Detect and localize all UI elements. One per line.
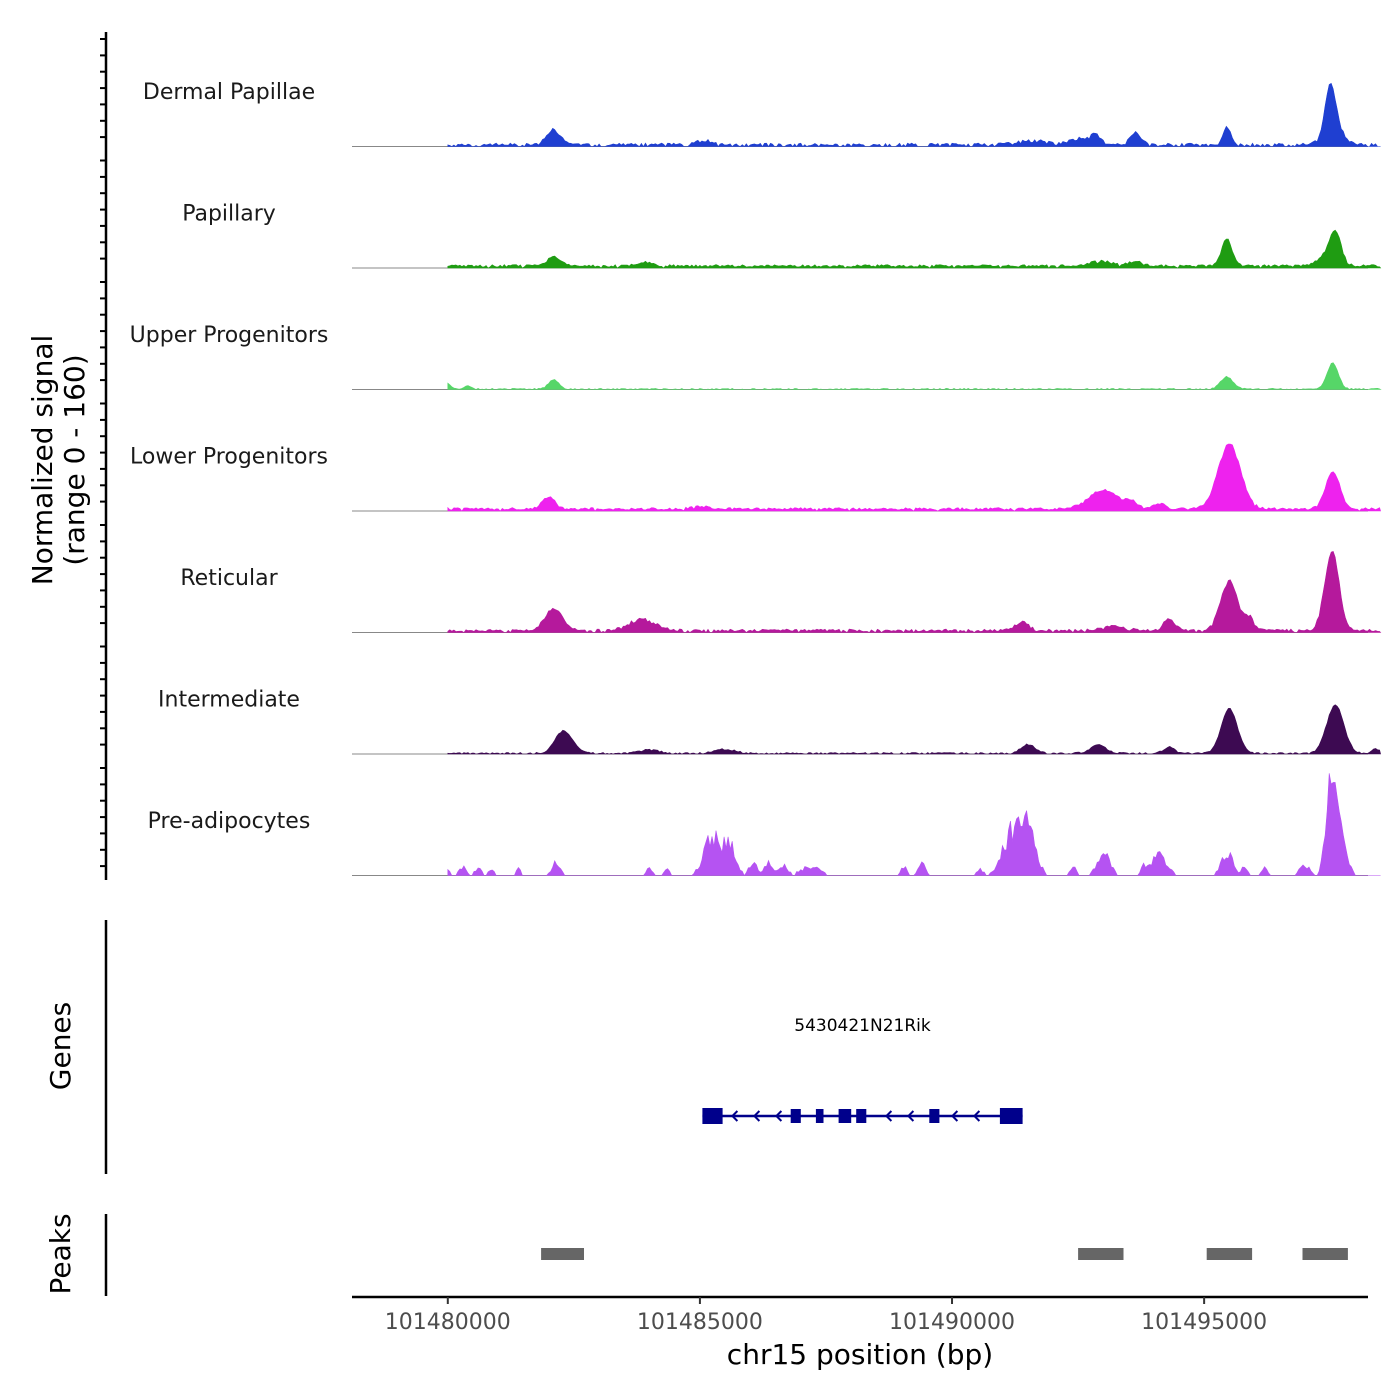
strand-arrow [906,1110,915,1122]
track-label: Lower Progenitors [130,445,328,470]
coverage-area [447,229,1382,269]
gene-exon [790,1109,801,1123]
peak-region-bar [1302,1248,1348,1260]
gene-exon [838,1109,852,1123]
peak-region-bar [1078,1248,1124,1260]
x-tick-label: 101495000 [1141,1310,1267,1335]
peak-region-bar [541,1248,584,1260]
peak-region-bar [1206,1248,1253,1260]
signal-y-axis-ticks [100,38,106,868]
gene-exon [929,1109,940,1123]
strand-arrow [752,1110,761,1122]
peaks-panel-title: Peaks [44,1213,77,1294]
x-tick-label: 101490000 [889,1310,1015,1335]
strand-arrow [972,1110,981,1122]
gene-exon [815,1109,824,1123]
strand-arrow [774,1110,783,1122]
x-axis-ticks: 101480000 101485000 101490000 101495000 [385,1297,1267,1335]
gene-exon [702,1108,723,1124]
coverage-area [447,443,1382,512]
peak-regions-panel [541,1248,1348,1260]
strand-arrow [730,1110,739,1122]
track-label: Dermal Papillae [143,80,315,105]
gene-name-label: 5430421N21Rik [794,1016,931,1036]
x-tick-label: 101480000 [385,1310,511,1335]
gene-exon [856,1109,867,1123]
signal-axis-title-line2: (range 0 - 160) [58,354,91,565]
coverage-tracks: Dermal Papillae Papillary Upper Progenitor… [130,80,1382,877]
coverage-area [447,362,1382,390]
strand-arrow [950,1110,959,1122]
genes-panel-title: Genes [44,1002,77,1090]
gene-annotation-panel: 5430421N21Rik [702,1016,1023,1124]
x-axis-title: chr15 position (bp) [727,1338,993,1371]
coverage-area [447,704,1381,755]
signal-axis-title-line1: Normalized signal [26,335,59,586]
coverage-area [447,773,1381,877]
track-label: Papillary [182,202,276,227]
track-label: Pre-adipocytes [148,809,311,834]
track-label: Intermediate [158,688,300,713]
strand-arrow [884,1110,893,1122]
track-label: Upper Progenitors [130,323,329,348]
gene-exon [999,1108,1023,1124]
track-label: Reticular [180,566,278,591]
coverage-area [447,551,1382,634]
x-tick-label: 101485000 [637,1310,763,1335]
coverage-area [447,82,1381,148]
